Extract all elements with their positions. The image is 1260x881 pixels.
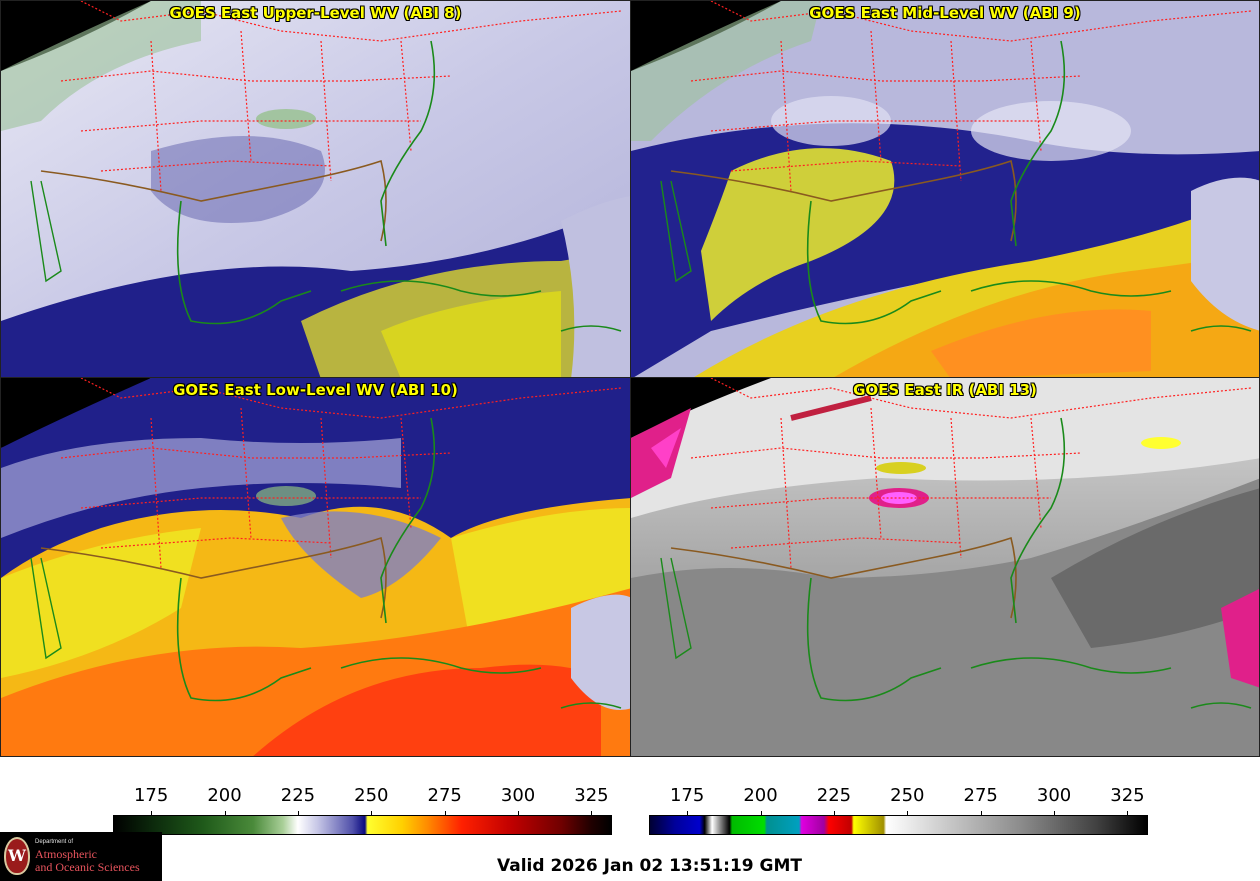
colorbar-tick-label: 300 [1036, 785, 1072, 806]
low-level-wv-image [1, 378, 630, 756]
colorbar-tick-mark [1127, 811, 1129, 817]
logo-department-text: Department of [35, 839, 74, 845]
colorbar-tick-label: 275 [427, 785, 462, 806]
panel-title: GOES East Mid-Level WV (ABI 9) [809, 4, 1081, 22]
infrared-colorbar-ticks: 175 200 225 250 275 300 325 [649, 785, 1148, 817]
colorbar-tick-mark [297, 811, 299, 817]
colorbar-tick-mark [1054, 811, 1056, 817]
aos-logo: W Department of Atmospheric and Oceanic … [0, 832, 162, 881]
colorbar-tick-mark [518, 811, 520, 817]
panel-title: GOES East Upper-Level WV (ABI 8) [169, 4, 462, 22]
colorbar-tick-label: 250 [890, 785, 925, 806]
infrared-panel: GOES East IR (ABI 13) [630, 377, 1260, 757]
colorbar-tick-mark [444, 811, 446, 817]
panel-title: GOES East Low-Level WV (ABI 10) [173, 381, 458, 399]
logo-line2: and Oceanic Sciences [35, 860, 140, 874]
infrared-image [631, 378, 1259, 756]
uw-seal-icon: W [4, 837, 30, 875]
colorbar-tick-mark [833, 811, 835, 817]
colorbar-tick-label: 225 [816, 785, 852, 806]
colorbar-tick-label: 200 [207, 785, 242, 806]
colorbar-tick-label: 325 [1110, 785, 1145, 806]
upper-level-wv-panel: GOES East Upper-Level WV (ABI 8) [0, 0, 631, 378]
low-level-wv-panel: GOES East Low-Level WV (ABI 10) [0, 377, 631, 757]
mid-level-wv-panel: GOES East Mid-Level WV (ABI 9) [630, 0, 1260, 378]
water-vapor-colorbar-ticks: 175 200 225 250 275 300 325 [113, 785, 612, 817]
colorbar-tick-mark [224, 811, 226, 817]
colorbar-tick-mark [371, 811, 373, 817]
colorbar-tick-mark [760, 811, 762, 817]
valid-time: Valid 2026 Jan 02 13:51:19 GMT [497, 856, 803, 876]
colorbar-tick-label: 225 [280, 785, 316, 806]
colorbar-tick-label: 175 [669, 785, 705, 806]
upper-level-wv-image [1, 1, 630, 377]
colorbar-tick-mark [980, 811, 982, 817]
colorbar-tick-mark [151, 811, 153, 817]
colorbar-tick-mark [907, 811, 909, 817]
colorbar-tick-mark [687, 811, 689, 817]
colorbar-tick-label: 325 [574, 785, 609, 806]
infrared-colorbar [649, 815, 1148, 835]
colorbar-tick-label: 275 [963, 785, 998, 806]
logo-line1: Atmospheric [35, 847, 97, 861]
water-vapor-colorbar [113, 815, 612, 835]
colorbar-tick-mark [591, 811, 593, 817]
mid-level-wv-image [631, 1, 1259, 377]
panel-title: GOES East IR (ABI 13) [853, 381, 1037, 399]
colorbar-tick-label: 175 [133, 785, 169, 806]
colorbar-tick-label: 300 [500, 785, 536, 806]
colorbar-tick-label: 200 [743, 785, 778, 806]
colorbar-tick-label: 250 [354, 785, 389, 806]
